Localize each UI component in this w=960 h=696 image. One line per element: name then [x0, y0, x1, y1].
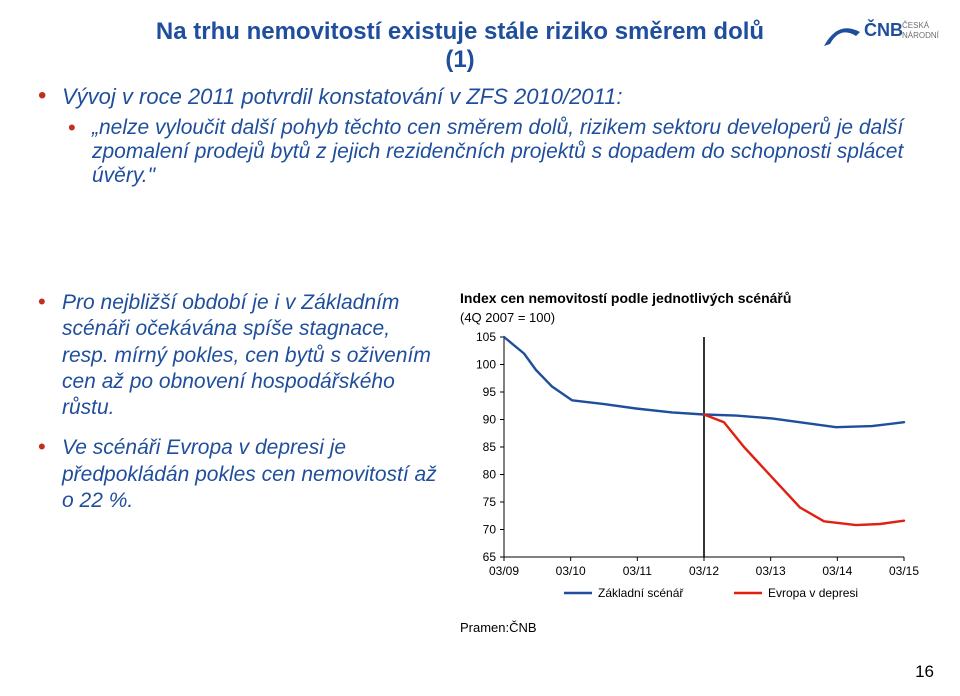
svg-text:NÁRODNÍ BANKA: NÁRODNÍ BANKA — [902, 31, 940, 40]
slide-title: Na trhu nemovitostí existuje stále rizik… — [140, 18, 780, 74]
chart-title: Index cen nemovitostí podle jednotlivých… — [460, 290, 930, 306]
svg-text:03/12: 03/12 — [689, 564, 719, 578]
chart-block: Index cen nemovitostí podle jednotlivých… — [460, 290, 930, 635]
svg-text:ČNB: ČNB — [864, 19, 903, 40]
svg-text:65: 65 — [483, 550, 497, 564]
svg-text:03/14: 03/14 — [822, 564, 852, 578]
svg-text:03/09: 03/09 — [489, 564, 519, 578]
page-number: 16 — [915, 662, 934, 682]
svg-text:85: 85 — [483, 440, 497, 454]
svg-text:80: 80 — [483, 468, 497, 482]
top-bullets: Vývoj v roce 2011 potvrdil konstatování … — [38, 84, 918, 198]
svg-text:75: 75 — [483, 495, 497, 509]
svg-text:03/15: 03/15 — [889, 564, 919, 578]
svg-text:70: 70 — [483, 523, 497, 537]
svg-text:03/13: 03/13 — [756, 564, 786, 578]
svg-text:ČESKÁ: ČESKÁ — [902, 21, 930, 30]
svg-text:03/10: 03/10 — [556, 564, 586, 578]
svg-text:95: 95 — [483, 385, 497, 399]
top-sub-bullet: „nelze vyloučit další pohyb těchto cen s… — [62, 116, 918, 188]
left-bullet-2: Ve scénáři Evropa v depresi je předpoklá… — [38, 435, 438, 514]
svg-text:Evropa v depresi: Evropa v depresi — [768, 586, 858, 600]
svg-text:Základní scénář: Základní scénář — [598, 586, 684, 600]
chart-source: Pramen:ČNB — [460, 620, 930, 635]
chart-subtitle: (4Q 2007 = 100) — [460, 310, 930, 325]
left-bullets: Pro nejbližší období je i v Základním sc… — [38, 290, 438, 528]
cnb-logo: ČNBČESKÁNÁRODNÍ BANKA — [820, 14, 940, 58]
left-bullet-1: Pro nejbližší období je i v Základním sc… — [38, 290, 438, 421]
line-chart: 65 70 75 80 85 90 95 100 105 03/09 03/10 03/11 03/12… — [460, 329, 920, 609]
svg-text:105: 105 — [476, 330, 496, 344]
svg-text:03/11: 03/11 — [623, 564, 652, 578]
svg-text:100: 100 — [476, 358, 496, 372]
svg-text:90: 90 — [483, 413, 497, 427]
top-bullet-text: Vývoj v roce 2011 potvrdil konstatování … — [62, 84, 623, 109]
